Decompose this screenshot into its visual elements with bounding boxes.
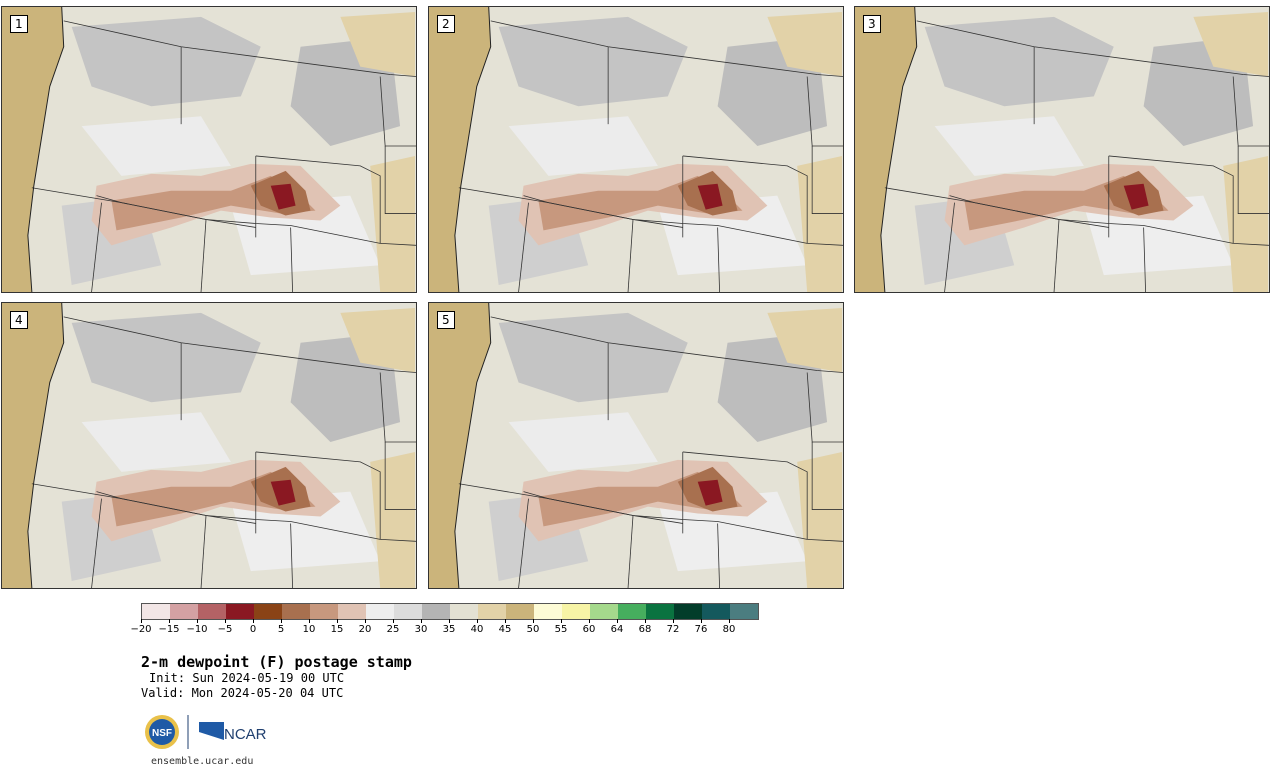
colorbar-tick-label: 20 — [358, 624, 372, 635]
dewpoint-map-5 — [429, 303, 843, 588]
colorbar-cell — [534, 604, 562, 619]
colorbar-tick-mark — [141, 619, 142, 623]
colorbar-tick-label: 80 — [722, 624, 736, 635]
chart-title: 2-m dewpoint (F) postage stamp — [141, 653, 412, 671]
postage-stamp-1: 1 — [1, 6, 417, 293]
colorbar-tick-label: 40 — [470, 624, 484, 635]
colorbar-tick-label: 45 — [498, 624, 512, 635]
dewpoint-map-4 — [2, 303, 416, 588]
member-label: 5 — [437, 311, 455, 329]
colorbar-tick-mark — [617, 619, 618, 623]
dewpoint-map-2 — [429, 7, 843, 292]
colorbar-cell — [478, 604, 506, 619]
nsf-logo-icon: NSF — [145, 715, 179, 749]
colorbar-tick-mark — [365, 619, 366, 623]
postage-stamp-4: 4 — [1, 302, 417, 589]
colorbar-tick-label: 25 — [386, 624, 400, 635]
ncar-logo-text: NCAR — [224, 726, 267, 743]
colorbar-tick-label: 72 — [666, 624, 680, 635]
colorbar-tick-label: 60 — [582, 624, 596, 635]
colorbar-tick-mark — [645, 619, 646, 623]
site-url: ensemble.ucar.edu — [151, 756, 254, 767]
ncar-logo-icon: NCAR — [199, 722, 267, 743]
colorbar-cell — [702, 604, 730, 619]
colorbar-tick-mark — [197, 619, 198, 623]
colorbar-cell — [282, 604, 310, 619]
colorbar-tick-label: 50 — [526, 624, 540, 635]
colorbar-tick-mark — [701, 619, 702, 623]
colorbar-tick-mark — [253, 619, 254, 623]
colorbar-tick-marks — [141, 619, 761, 623]
colorbar-tick-mark — [225, 619, 226, 623]
colorbar-tick-label: 76 — [694, 624, 708, 635]
colorbar-cell — [674, 604, 702, 619]
colorbar-cell — [254, 604, 282, 619]
postage-stamp-2: 2 — [428, 6, 844, 293]
colorbar-tick-label: −20 — [130, 624, 152, 635]
colorbar-tick-label: 64 — [610, 624, 624, 635]
colorbar-cell — [450, 604, 478, 619]
colorbar-tick-mark — [449, 619, 450, 623]
colorbar-cell — [506, 604, 534, 619]
colorbar-cell — [170, 604, 198, 619]
postage-stamp-3: 3 — [854, 6, 1270, 293]
postage-stamp-5: 5 — [428, 302, 844, 589]
colorbar-tick-labels: −20 −15 −10 −5 0 5 10 15 20 25 30 35 40 45 50 55 60 64 68 7… — [130, 624, 761, 638]
colorbar-tick-mark — [729, 619, 730, 623]
member-label: 1 — [10, 15, 28, 33]
colorbar-cell — [590, 604, 618, 619]
colorbar-tick-mark — [673, 619, 674, 623]
colorbar-cell — [618, 604, 646, 619]
colorbar-tick-mark — [477, 619, 478, 623]
member-label: 3 — [863, 15, 881, 33]
colorbar-tick-label: 30 — [414, 624, 428, 635]
colorbar-tick-mark — [505, 619, 506, 623]
nsf-ncar-logos: NSF NCAR — [145, 715, 267, 749]
colorbar-tick-label: 10 — [302, 624, 316, 635]
colorbar-tick-label: 35 — [442, 624, 456, 635]
colorbar-cell — [646, 604, 674, 619]
colorbar-cell — [310, 604, 338, 619]
colorbar-cell — [226, 604, 254, 619]
colorbar-cell — [394, 604, 422, 619]
colorbar-tick-label: −5 — [217, 624, 233, 635]
colorbar-tick-mark — [281, 619, 282, 623]
valid-time: Valid: Mon 2024-05-20 04 UTC — [141, 686, 344, 700]
colorbar-tick-mark — [533, 619, 534, 623]
colorbar-tick-label: 5 — [277, 624, 285, 635]
member-label: 4 — [10, 311, 28, 329]
nsf-logo-text: NSF — [152, 728, 172, 739]
colorbar-tick-mark — [561, 619, 562, 623]
member-label: 2 — [437, 15, 455, 33]
colorbar-cell — [730, 604, 758, 619]
init-time: Init: Sun 2024-05-19 00 UTC — [149, 671, 345, 685]
dewpoint-colorbar — [141, 603, 759, 620]
colorbar-tick-mark — [309, 619, 310, 623]
colorbar-tick-mark — [337, 619, 338, 623]
colorbar-cell — [198, 604, 226, 619]
colorbar-cell — [422, 604, 450, 619]
colorbar-cell — [142, 604, 170, 619]
colorbar-cell — [562, 604, 590, 619]
colorbar-tick-label: 0 — [249, 624, 257, 635]
colorbar-tick-label: −10 — [186, 624, 208, 635]
colorbar-tick-mark — [393, 619, 394, 623]
colorbar-tick-label: −15 — [158, 624, 180, 635]
colorbar-cell — [338, 604, 366, 619]
colorbar-cell — [366, 604, 394, 619]
colorbar-tick-label: 15 — [330, 624, 344, 635]
colorbar-tick-mark — [421, 619, 422, 623]
dewpoint-map-1 — [2, 7, 416, 292]
colorbar-tick-label: 55 — [554, 624, 568, 635]
colorbar-tick-mark — [589, 619, 590, 623]
colorbar-tick-mark — [169, 619, 170, 623]
colorbar-tick-label: 68 — [638, 624, 652, 635]
dewpoint-map-3 — [855, 7, 1269, 292]
